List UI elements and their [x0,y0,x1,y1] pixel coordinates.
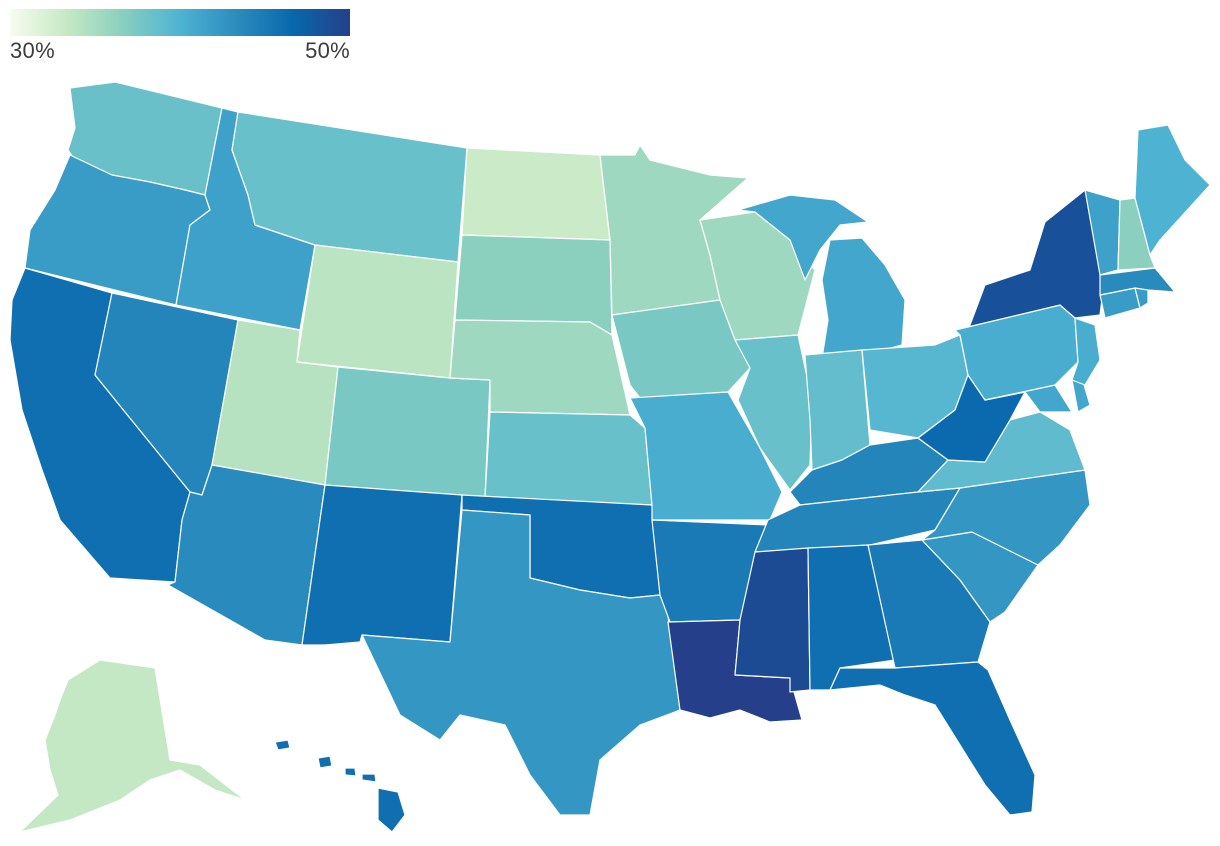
color-legend: 30% 50% [10,9,350,65]
state-hi[interactable] [274,739,406,833]
state-nh[interactable] [1117,197,1156,271]
state-il[interactable] [734,334,813,491]
state-me[interactable] [1134,124,1211,256]
state-wy[interactable] [296,244,459,379]
state-mn[interactable] [599,144,749,316]
legend-max-label: 50% [305,38,350,63]
state-nj[interactable] [1071,317,1101,386]
state-ks[interactable] [484,411,653,506]
state-ak[interactable] [19,659,246,833]
state-az[interactable] [167,464,326,646]
state-ny[interactable] [954,189,1106,331]
state-fl[interactable] [829,661,1036,816]
legend-gradient-bar [10,9,350,36]
state-tx[interactable] [361,509,681,816]
state-nm[interactable] [301,484,463,646]
legend-min-label: 30% [10,38,55,63]
state-co[interactable] [324,366,491,499]
state-nd[interactable] [461,147,611,241]
